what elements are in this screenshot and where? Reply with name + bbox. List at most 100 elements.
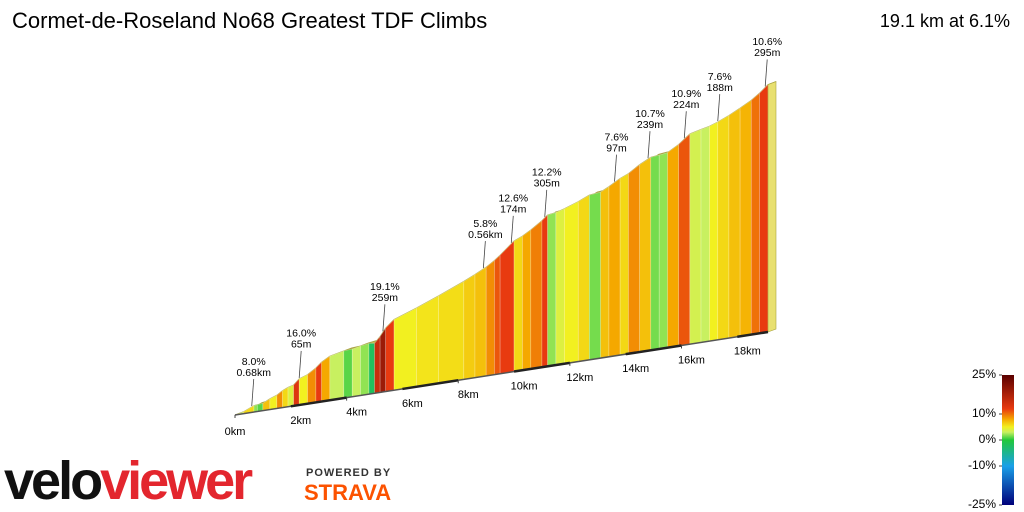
x-tick-label: 6km <box>402 398 423 410</box>
summary: 19.1 km at 6.1% <box>880 11 1010 31</box>
annotation-length: 188m <box>707 82 734 94</box>
segment <box>628 164 640 355</box>
segment <box>321 355 331 402</box>
tick-band <box>290 396 347 408</box>
annotation-gradient: 7.6% <box>708 71 732 83</box>
segment <box>513 235 523 372</box>
segment <box>530 220 543 370</box>
annotation-leader <box>298 350 302 378</box>
segment <box>689 129 702 345</box>
segment <box>541 214 548 368</box>
segment <box>343 348 353 399</box>
segment <box>385 318 395 392</box>
annotation-gradient: 19.1% <box>370 281 400 293</box>
chart-title: Cormet-de-Roseland No68 Greatest TDF Cli… <box>12 8 487 33</box>
segment <box>494 254 501 375</box>
annotation-leader <box>544 189 548 217</box>
segment <box>667 143 680 348</box>
legend-label: 25% <box>972 367 996 381</box>
segment <box>619 173 629 356</box>
x-tick-label: 8km <box>458 389 479 401</box>
annotation-length: 0.68km <box>237 367 272 379</box>
tick-band <box>625 344 682 356</box>
logo: veloviewer <box>4 451 253 511</box>
x-tick-label: 12km <box>566 372 593 384</box>
powered-by: POWERED BY <box>306 467 391 479</box>
annotation-length: 259m <box>372 292 399 304</box>
segment <box>307 367 317 405</box>
segment <box>600 186 610 359</box>
legend-label: 10% <box>972 406 996 420</box>
segment <box>269 394 278 410</box>
segment <box>499 240 515 375</box>
segment <box>728 107 741 339</box>
annotation-length: 65m <box>291 339 312 351</box>
x-tick-label: 10km <box>511 380 538 392</box>
annotation-length: 239m <box>637 119 664 131</box>
annotation-gradient: 10.6% <box>752 36 782 48</box>
segment <box>750 92 760 335</box>
plot: 0km2km4km6km8km10km12km14km16km18km8.0%0… <box>225 36 782 438</box>
segment <box>522 229 532 371</box>
x-tick-label: 14km <box>622 363 649 375</box>
segment <box>329 350 345 401</box>
annotation-leader <box>647 131 651 159</box>
annotation-length: 305m <box>534 178 561 190</box>
annotation-gradient: 12.6% <box>498 193 528 205</box>
segment <box>474 266 487 378</box>
annotation-leader <box>764 59 768 87</box>
logo-viewer: viewer <box>100 451 253 511</box>
annotation-leader <box>482 241 486 269</box>
legend-label: -10% <box>968 458 996 472</box>
segment <box>485 259 495 377</box>
annotation-leader <box>251 378 255 407</box>
segment <box>282 386 289 408</box>
x-tick-label: 18km <box>734 346 761 358</box>
annotation-length: 0.56km <box>468 229 503 241</box>
legend-label: 0% <box>979 432 997 446</box>
segment <box>589 191 601 361</box>
segment <box>298 374 308 406</box>
segment <box>608 177 621 358</box>
segment <box>563 201 579 365</box>
x-tick-label: 4km <box>346 407 367 419</box>
annotation-leader <box>510 215 514 243</box>
color-legend: 25% 10% 0% -10% -25% <box>968 367 1014 511</box>
annotation-leader <box>683 111 687 139</box>
segment <box>547 212 557 367</box>
segment <box>555 208 565 366</box>
segment <box>739 99 752 337</box>
segment <box>287 384 294 408</box>
segment <box>416 295 440 388</box>
segment <box>360 343 370 396</box>
segment <box>293 378 300 407</box>
segment <box>577 194 590 362</box>
segment <box>351 345 361 398</box>
annotation-leader <box>382 304 386 332</box>
annotation-length: 295m <box>754 47 781 59</box>
segment <box>700 125 710 343</box>
segment <box>276 390 283 409</box>
tick-band <box>737 330 769 339</box>
segment <box>639 156 652 353</box>
strava: STRAVA <box>304 480 391 505</box>
annotation-leader <box>614 154 617 182</box>
segment <box>368 343 375 395</box>
annotation-gradient: 7.6% <box>605 131 629 143</box>
end-face <box>767 81 777 333</box>
segment <box>759 83 769 334</box>
legend-label: -25% <box>968 497 996 511</box>
annotation-length: 224m <box>673 99 700 111</box>
annotation-length: 174m <box>500 204 527 216</box>
segment <box>678 133 691 347</box>
segment <box>315 361 322 403</box>
x-tick-label: 0km <box>225 426 246 438</box>
x-tick-label: 2km <box>290 415 311 427</box>
segment <box>374 335 381 394</box>
logo-velo: velo <box>4 451 101 511</box>
annotation-gradient: 16.0% <box>286 328 316 340</box>
segment <box>463 274 476 380</box>
segment <box>709 121 719 342</box>
annotation-leader <box>717 94 721 122</box>
